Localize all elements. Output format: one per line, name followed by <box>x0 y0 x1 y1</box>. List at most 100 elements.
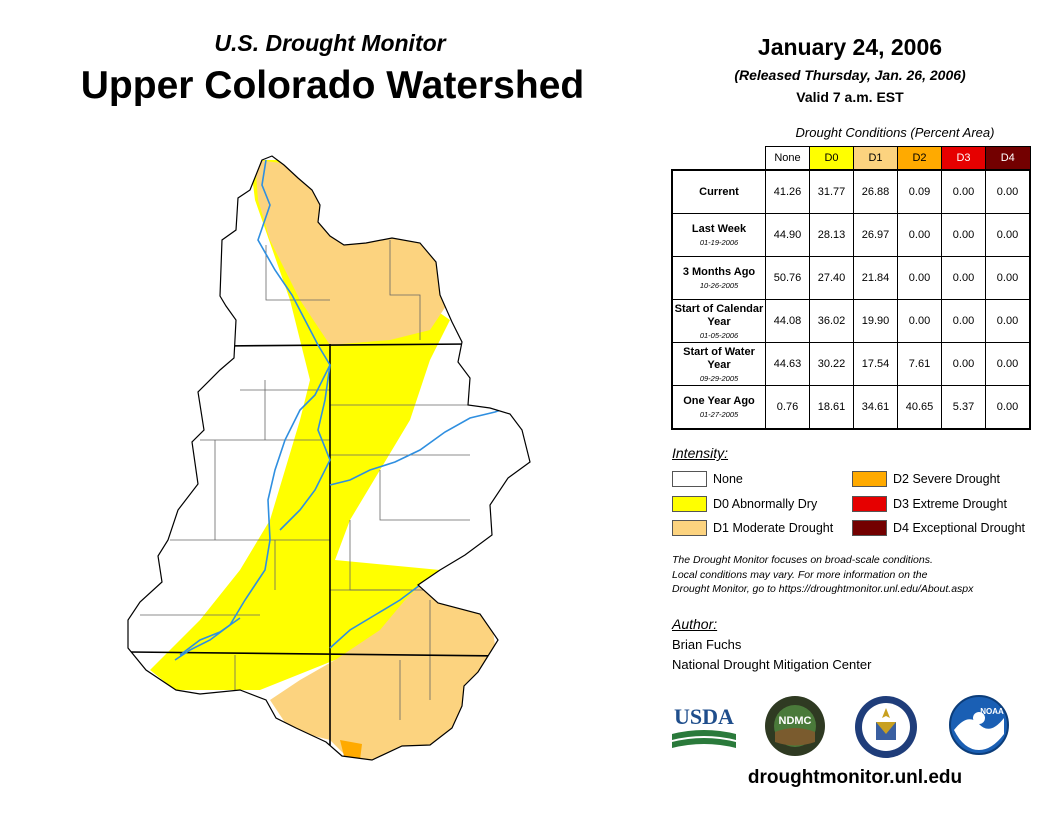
noaa-logo: NOAA <box>949 695 1009 755</box>
legend-label: D2 Severe Drought <box>893 472 1001 486</box>
row-date: 09-29-2005 <box>699 373 739 383</box>
cell-d2: 0.09 <box>897 169 942 214</box>
row-label: Current <box>699 185 739 198</box>
cell-none: 44.08 <box>765 299 810 343</box>
table-row: Start of Calendar Year 01-05-2006 44.08 3… <box>671 299 1031 343</box>
map-subtitle: U.S. Drought Monitor <box>214 30 446 56</box>
col-header-d3: D3 <box>941 146 986 171</box>
cell-d2: 0.00 <box>897 213 942 257</box>
ndmc-logo: NDMC <box>765 696 825 756</box>
state-lines <box>129 343 501 760</box>
cell-d4: 0.00 <box>985 342 1031 386</box>
col-header-d0: D0 <box>809 146 854 171</box>
svg-text:NDMC: NDMC <box>779 715 812 727</box>
cell-d3: 0.00 <box>941 169 986 214</box>
cell-d2: 0.00 <box>897 256 942 300</box>
legend-title: Intensity: <box>672 445 729 461</box>
table-row: Current 41.26 31.77 26.88 0.09 0.00 0.00 <box>671 169 1031 214</box>
site-url[interactable]: droughtmonitor.unl.edu <box>747 767 963 788</box>
cell-d3: 0.00 <box>941 342 986 386</box>
svg-text:NOAA: NOAA <box>980 707 1004 716</box>
legend-item-d4: D4 Exceptional Drought <box>852 520 1025 536</box>
region-d1-south <box>270 585 500 760</box>
cell-d4: 0.00 <box>985 256 1031 300</box>
row-date: 10-26-2005 <box>699 281 739 290</box>
row-label: 3 Months Ago <box>682 266 756 278</box>
cell-d3: 0.00 <box>941 213 986 257</box>
cell-d1: 19.90 <box>853 299 898 343</box>
row-label: One Year Ago <box>683 395 755 407</box>
usda-logo: USDA <box>672 704 736 748</box>
valid-time: Valid 7 a.m. EST <box>796 89 904 105</box>
col-header-d2: D2 <box>897 146 942 171</box>
col-header-d4: D4 <box>985 146 1031 171</box>
row-date: 01-19-2006 <box>699 238 739 247</box>
cell-d1: 21.84 <box>853 256 898 300</box>
legend-item-d3: D3 Extreme Drought <box>852 496 1007 512</box>
legend-swatch <box>672 471 707 487</box>
row-date: 01-05-2006 <box>699 330 739 340</box>
cell-d3: 0.00 <box>941 256 986 300</box>
region-d2-sliver <box>340 740 362 760</box>
cell-none: 50.76 <box>765 256 810 300</box>
legend-swatch <box>672 496 707 512</box>
cell-d1: 34.61 <box>853 385 898 430</box>
cell-d1: 26.88 <box>853 169 898 214</box>
release-date: (Released Thursday, Jan. 26, 2006) <box>734 67 966 83</box>
legend-label: D4 Exceptional Drought <box>893 521 1026 535</box>
cell-d2: 40.65 <box>897 385 942 430</box>
cell-d3: 0.00 <box>941 299 986 343</box>
legend-swatch <box>852 471 887 487</box>
cell-none: 41.26 <box>765 169 810 214</box>
table-row: One Year Ago 01-27-2005 0.76 18.61 34.61 … <box>671 385 1031 430</box>
cell-d0: 18.61 <box>809 385 854 430</box>
cell-d4: 0.00 <box>985 213 1031 257</box>
map-title: Upper Colorado Watershed <box>80 64 585 107</box>
watershed-map <box>127 155 531 761</box>
drought-conditions-table: None D0 D1 D2 D3 D4 Current 41.26 31.77 … <box>671 146 1031 430</box>
cell-none: 44.63 <box>765 342 810 386</box>
row-label: Last Week <box>691 223 747 235</box>
legend-item-none: None <box>672 471 743 487</box>
table-caption: Drought Conditions (Percent Area) <box>795 125 995 140</box>
author-name: Brian Fuchs <box>672 637 742 652</box>
watershed-outline <box>127 155 531 761</box>
legend-swatch <box>852 520 887 536</box>
cell-none: 0.76 <box>765 385 810 430</box>
cell-none: 44.90 <box>765 213 810 257</box>
author-organization: National Drought Mitigation Center <box>672 657 872 672</box>
legend-label: D0 Abnormally Dry <box>713 497 818 511</box>
legend-item-d2: D2 Severe Drought <box>852 471 1000 487</box>
note-line: Local conditions may vary. For more info… <box>672 568 928 581</box>
note-line: Drought Monitor, go to https://droughtmo… <box>672 583 974 595</box>
table-row: Start of Water Year 09-29-2005 44.63 30.2… <box>671 342 1031 386</box>
cell-d0: 36.02 <box>809 299 854 343</box>
cell-d0: 27.40 <box>809 256 854 300</box>
cell-d4: 0.00 <box>985 385 1031 430</box>
legend-swatch <box>672 520 707 536</box>
legend-label: D3 Extreme Drought <box>893 497 1007 511</box>
legend-swatch <box>852 496 887 512</box>
commerce-seal-logo <box>855 696 917 758</box>
row-label: Start of Water Year <box>683 345 755 371</box>
legend-item-d1: D1 Moderate Drought <box>672 520 833 536</box>
legend-item-d0: D0 Abnormally Dry <box>672 496 817 512</box>
svg-text:USDA: USDA <box>674 704 734 729</box>
map-date: January 24, 2006 <box>757 34 943 60</box>
table-row: 3 Months Ago 10-26-2005 50.76 27.40 21.84… <box>671 256 1031 300</box>
legend-label: D1 Moderate Drought <box>713 521 834 535</box>
cell-d4: 0.00 <box>985 169 1031 214</box>
cell-d1: 26.97 <box>853 213 898 257</box>
cell-d2: 0.00 <box>897 299 942 343</box>
disclaimer-note: The Drought Monitor focuses on broad-sca… <box>672 553 1042 597</box>
table-row: Last Week 01-19-2006 44.90 28.13 26.97 0.… <box>671 213 1031 257</box>
river-network <box>174 159 519 661</box>
cell-d0: 31.77 <box>809 169 854 214</box>
cell-d4: 0.00 <box>985 299 1031 343</box>
row-label: Start of Calendar Year <box>674 302 764 328</box>
note-line: The Drought Monitor focuses on broad-sca… <box>672 554 933 566</box>
cell-d0: 28.13 <box>809 213 854 257</box>
cell-d2: 7.61 <box>897 342 942 386</box>
cell-d3: 5.37 <box>941 385 986 430</box>
col-header-d1: D1 <box>853 146 898 171</box>
